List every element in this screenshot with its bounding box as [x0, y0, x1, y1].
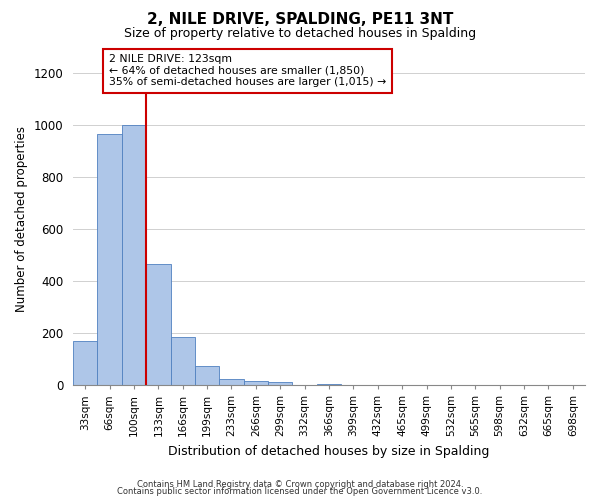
- Bar: [220, 378, 244, 385]
- Bar: [97, 134, 122, 385]
- Text: 2, NILE DRIVE, SPALDING, PE11 3NT: 2, NILE DRIVE, SPALDING, PE11 3NT: [147, 12, 453, 28]
- Bar: [244, 381, 268, 385]
- Text: Contains HM Land Registry data © Crown copyright and database right 2024.: Contains HM Land Registry data © Crown c…: [137, 480, 463, 489]
- Bar: [195, 366, 220, 385]
- X-axis label: Distribution of detached houses by size in Spalding: Distribution of detached houses by size …: [169, 444, 490, 458]
- Bar: [73, 341, 97, 385]
- Text: Size of property relative to detached houses in Spalding: Size of property relative to detached ho…: [124, 28, 476, 40]
- Text: 2 NILE DRIVE: 123sqm
← 64% of detached houses are smaller (1,850)
35% of semi-de: 2 NILE DRIVE: 123sqm ← 64% of detached h…: [109, 54, 386, 88]
- Bar: [122, 125, 146, 385]
- Y-axis label: Number of detached properties: Number of detached properties: [15, 126, 28, 312]
- Bar: [317, 384, 341, 385]
- Bar: [170, 337, 195, 385]
- Text: Contains public sector information licensed under the Open Government Licence v3: Contains public sector information licen…: [118, 488, 482, 496]
- Bar: [268, 382, 292, 385]
- Bar: [146, 264, 170, 385]
